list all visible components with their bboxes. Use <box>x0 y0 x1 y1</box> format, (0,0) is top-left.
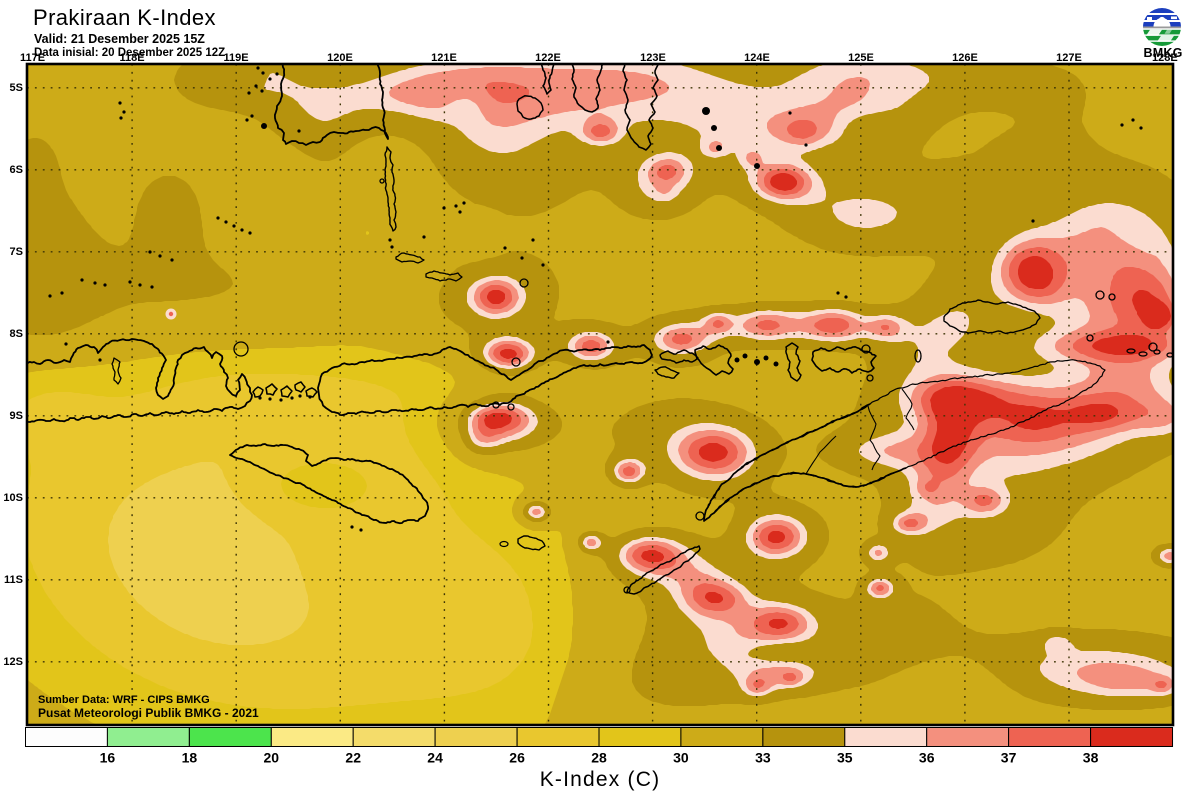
svg-text:22: 22 <box>345 750 361 766</box>
svg-text:38: 38 <box>1083 750 1099 766</box>
svg-text:30: 30 <box>673 750 689 766</box>
svg-text:26: 26 <box>509 750 525 766</box>
svg-text:35: 35 <box>837 750 853 766</box>
svg-text:20: 20 <box>264 750 280 766</box>
svg-text:28: 28 <box>591 750 607 766</box>
svg-text:33: 33 <box>755 750 771 766</box>
svg-text:36: 36 <box>919 750 935 766</box>
svg-text:16: 16 <box>100 750 116 766</box>
svg-text:24: 24 <box>427 750 443 766</box>
svg-text:18: 18 <box>182 750 198 766</box>
svg-text:37: 37 <box>1001 750 1017 766</box>
